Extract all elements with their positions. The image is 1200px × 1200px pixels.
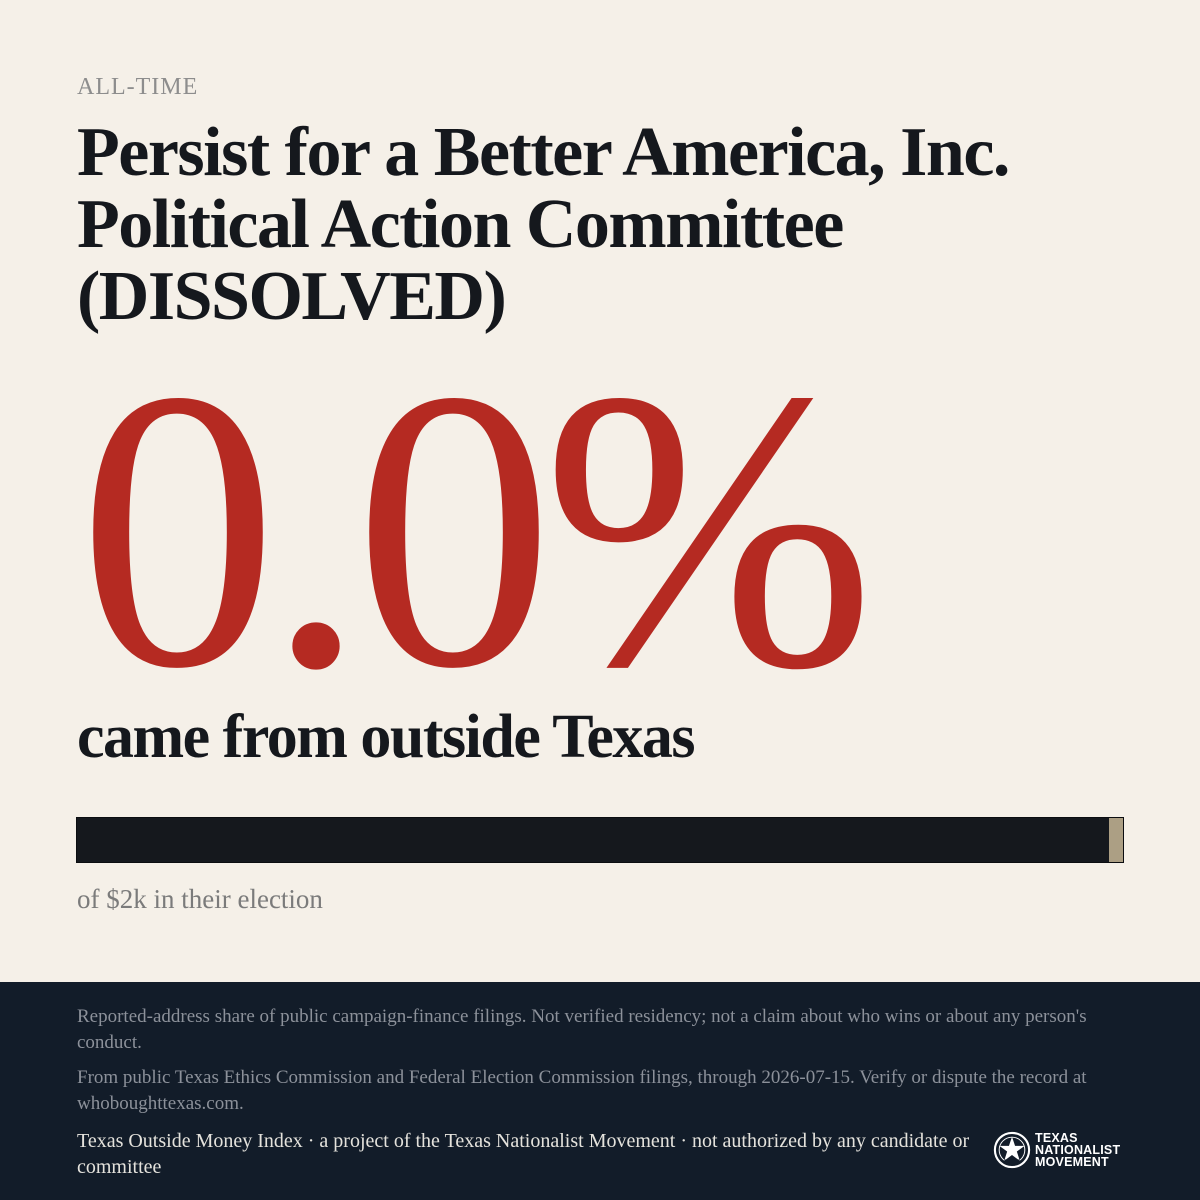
outside-percent: 0.0% (78, 308, 875, 751)
share-bar-marker (1107, 818, 1123, 862)
committee-title: Persist for a Better America, Inc. Polit… (77, 114, 1010, 335)
logo-line-1: TEXAS (1035, 1131, 1078, 1145)
percent-subhead: came from outside Texas (77, 703, 696, 771)
tnm-logo: TEXAS NATIONALIST MOVEMENT (993, 1131, 1120, 1169)
share-bar (76, 817, 1124, 863)
footer-disclaimer: Reported-address share of public campaig… (77, 1006, 1087, 1053)
footer-source: From public Texas Ethics Commission and … (77, 1067, 1087, 1114)
logo-wordmark: TEXAS NATIONALIST MOVEMENT (1035, 1131, 1121, 1169)
logo-line-2: NATIONALIST (1035, 1143, 1121, 1157)
footer-credit: Texas Outside Money Index · a project of… (77, 1130, 970, 1178)
logo-line-3: MOVEMENT (1035, 1155, 1109, 1169)
main-panel: ALL-TIME Persist for a Better America, I… (76, 74, 1124, 914)
footer: Reported-address share of public campaig… (0, 982, 1200, 1200)
eyebrow-label: ALL-TIME (77, 74, 199, 100)
star-badge-icon (993, 1131, 1031, 1169)
bar-caption: of $2k in their election (77, 884, 323, 914)
